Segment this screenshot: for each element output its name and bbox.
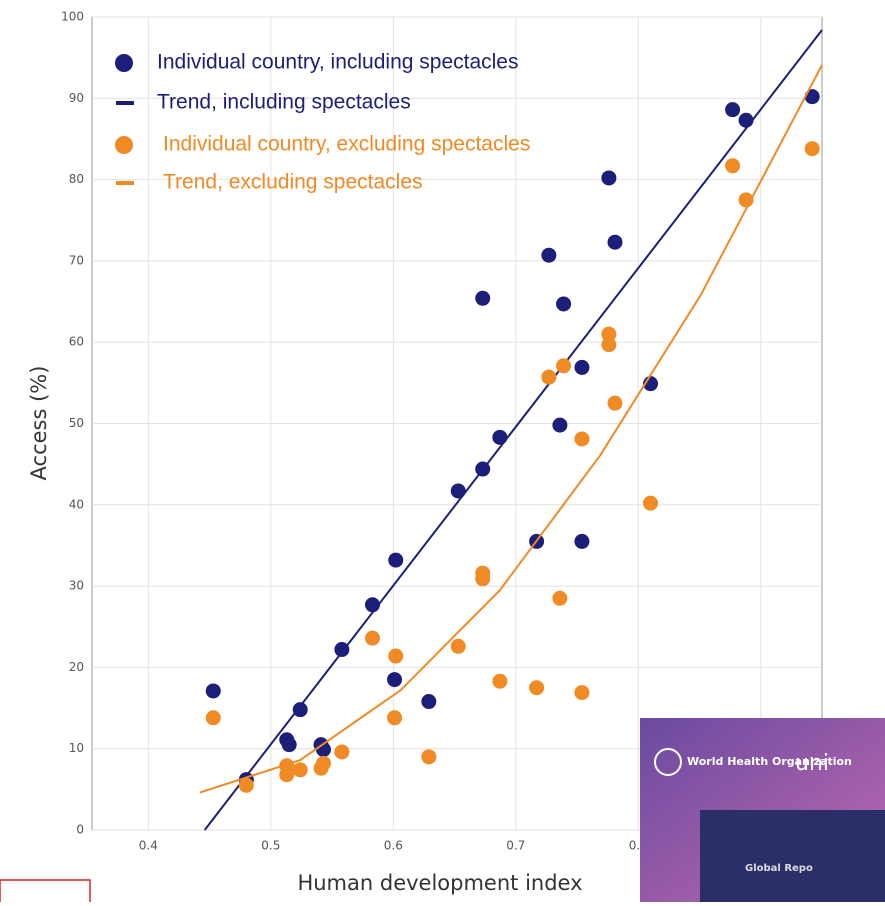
data-point xyxy=(279,767,295,783)
overlay-banner-text: Global Repo xyxy=(745,863,813,874)
y-tick-label: 90 xyxy=(69,91,84,105)
data-point xyxy=(541,247,557,263)
video-overlay: World Health Organization uni Global Rep… xyxy=(640,718,885,902)
y-tick-label: 10 xyxy=(69,741,84,755)
data-point xyxy=(804,89,820,105)
y-tick-label: 20 xyxy=(69,660,84,674)
y-axis-label: Access (%) xyxy=(27,366,51,481)
legend-label: Trend, excluding spectacles xyxy=(163,171,423,194)
y-tick-label: 0 xyxy=(76,823,84,837)
overlay-brand: uni xyxy=(795,751,829,776)
data-point xyxy=(205,683,221,699)
data-point xyxy=(292,762,308,778)
overlay-banner xyxy=(700,810,885,902)
data-point xyxy=(475,290,491,306)
legend-label: Trend, including spectacles xyxy=(157,91,411,114)
data-point xyxy=(315,755,331,771)
data-point xyxy=(292,702,308,718)
trend-line xyxy=(199,64,823,794)
data-point xyxy=(574,685,590,701)
data-point xyxy=(421,749,437,765)
data-point xyxy=(421,694,437,710)
x-tick-label: 0.4 xyxy=(139,839,158,853)
y-tick-label: 30 xyxy=(69,579,84,593)
x-tick-label: 0.6 xyxy=(384,839,403,853)
data-point xyxy=(643,495,659,511)
data-point xyxy=(804,141,820,157)
overlay-logo: World Health Organization xyxy=(687,755,852,768)
legend-marker xyxy=(115,136,133,154)
legend-marker xyxy=(115,54,133,72)
data-point xyxy=(574,431,590,447)
data-point xyxy=(725,102,741,118)
data-point xyxy=(281,737,297,753)
data-point xyxy=(387,710,403,726)
data-point xyxy=(552,590,568,606)
y-tick-label: 60 xyxy=(69,335,84,349)
red-box xyxy=(0,879,91,905)
data-point xyxy=(601,170,617,186)
x-axis-label: Human development index xyxy=(297,871,582,895)
data-point xyxy=(450,638,466,654)
data-point xyxy=(574,359,590,375)
data-point xyxy=(492,673,508,689)
data-point xyxy=(556,358,572,374)
y-tick-label: 80 xyxy=(69,172,84,186)
data-point xyxy=(238,777,254,793)
data-point xyxy=(725,158,741,174)
data-point xyxy=(475,571,491,587)
data-point xyxy=(364,630,380,646)
data-point xyxy=(601,326,617,342)
data-point xyxy=(492,429,508,445)
logo-icon xyxy=(654,748,682,776)
data-point xyxy=(541,369,557,385)
y-tick-label: 70 xyxy=(69,253,84,267)
data-point xyxy=(388,552,404,568)
legend-label: Individual country, excluding spectacles xyxy=(163,133,530,156)
x-tick-label: 0.5 xyxy=(261,839,280,853)
y-tick-label: 40 xyxy=(69,497,84,511)
data-point xyxy=(387,672,403,688)
data-point xyxy=(388,648,404,664)
data-point xyxy=(450,483,466,499)
data-point xyxy=(607,234,623,250)
data-point xyxy=(556,296,572,312)
legend-label: Individual country, including spectacles xyxy=(157,51,518,74)
data-point xyxy=(607,395,623,411)
data-point xyxy=(529,680,545,696)
x-tick-label: 0.7 xyxy=(506,839,525,853)
data-point xyxy=(601,337,617,353)
data-point xyxy=(334,744,350,760)
y-tick-label: 100 xyxy=(61,10,84,24)
data-point xyxy=(552,417,568,433)
y-tick-label: 50 xyxy=(69,416,84,430)
data-point xyxy=(574,533,590,549)
trend-line xyxy=(203,29,823,831)
data-point xyxy=(205,710,221,726)
